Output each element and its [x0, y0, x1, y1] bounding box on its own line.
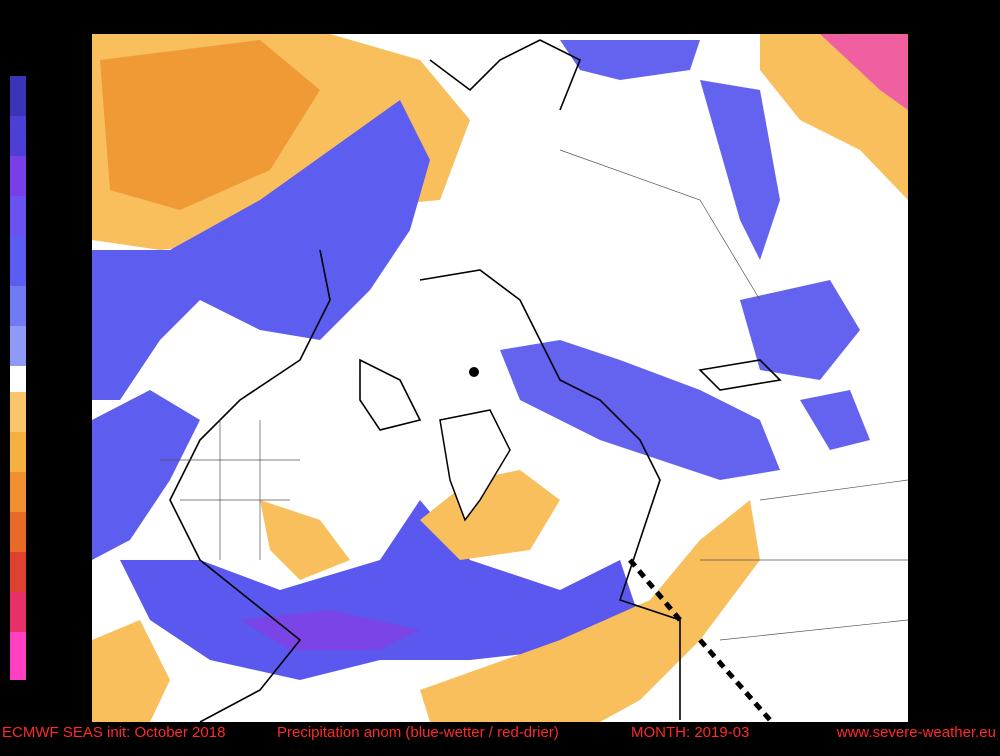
- footer-month: MONTH: 2019-03: [631, 724, 749, 741]
- coastline: [429, 39, 582, 111]
- color-step: [10, 116, 26, 156]
- boundary-line: [628, 558, 772, 722]
- color-step: [10, 512, 26, 552]
- dry-area: [260, 500, 350, 580]
- color-step: [10, 632, 26, 680]
- dry-area: [100, 40, 320, 210]
- color-bar: [10, 76, 26, 680]
- footer-init: ECMWF SEAS init: October 2018: [2, 724, 225, 741]
- footer-source: www.severe-weather.eu: [836, 724, 996, 741]
- color-step: [10, 286, 26, 326]
- wet-area: [740, 280, 860, 380]
- color-step: [10, 552, 26, 592]
- map: [92, 34, 908, 722]
- color-step: [10, 156, 26, 196]
- footer-title: Precipitation anom (blue-wetter / red-dr…: [277, 724, 559, 741]
- wet-area: [120, 500, 640, 680]
- wet-area: [560, 40, 700, 80]
- wet-area: [92, 390, 200, 560]
- color-step: [10, 236, 26, 286]
- color-step: [10, 326, 26, 366]
- color-step: [10, 592, 26, 632]
- wet-area: [92, 100, 430, 400]
- north-pole: [469, 367, 479, 377]
- dry-area: [820, 34, 908, 110]
- coastline: [359, 358, 422, 431]
- dry-area: [420, 500, 760, 722]
- color-step: [10, 196, 26, 236]
- color-step: [10, 392, 26, 432]
- border: [160, 149, 908, 641]
- wet-area: [240, 610, 420, 650]
- coastline: [419, 269, 681, 720]
- color-step: [10, 76, 26, 116]
- wet-area: [500, 340, 780, 480]
- color-step: [10, 366, 26, 392]
- coastline: [698, 359, 782, 391]
- wet-area: [800, 390, 870, 450]
- color-step: [10, 472, 26, 512]
- coastline: [169, 249, 331, 722]
- color-step: [10, 432, 26, 472]
- greenland: [439, 409, 511, 522]
- dry-area: [92, 620, 170, 722]
- wet-area: [700, 80, 780, 260]
